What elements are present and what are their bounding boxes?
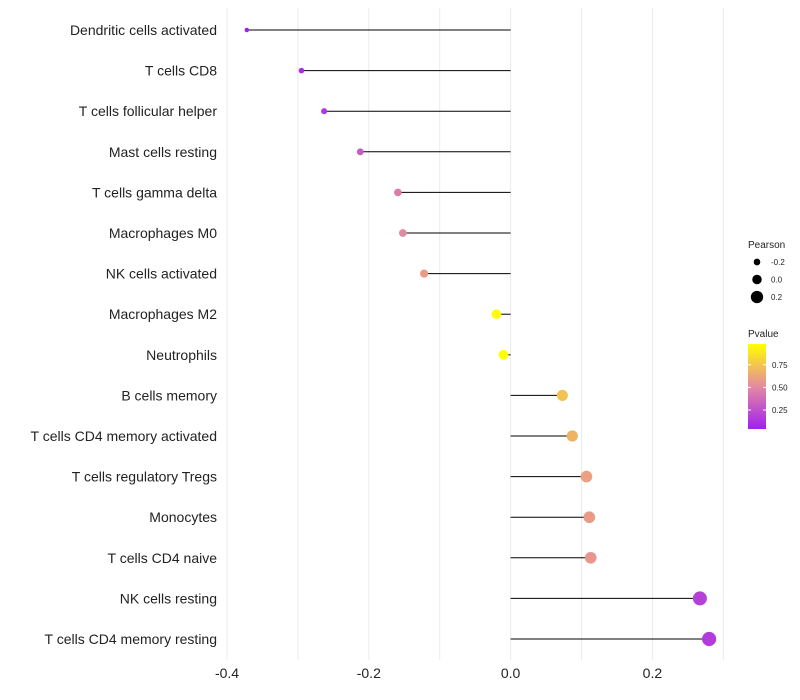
lollipop-point (566, 430, 578, 442)
legend-size-label: -0.2 (771, 258, 785, 267)
lollipop-point (556, 389, 568, 401)
lollipop-point (583, 511, 596, 524)
legend-size-dot (753, 258, 761, 266)
legend-color-bar (748, 344, 766, 429)
lollipop-point (244, 27, 250, 33)
category-label: NK cells activated (106, 266, 217, 282)
lollipop-point (491, 309, 502, 320)
lollipop-point (692, 591, 707, 606)
x-tick-label: -0.2 (357, 665, 381, 681)
legend-color-label: 0.50 (772, 383, 788, 392)
lollipop-point (398, 229, 407, 237)
category-label: Dendritic cells activated (70, 22, 217, 38)
category-label: Mast cells resting (109, 144, 217, 160)
x-axis-ticks: -0.4 -0.2 0.0 0.2 (215, 665, 662, 681)
legend-size-dot (750, 290, 764, 304)
category-label: T cells CD4 naive (108, 550, 218, 566)
lollipop-segments (246, 29, 710, 640)
legend-size-label: 0.0 (771, 276, 783, 285)
lollipop-point (394, 188, 402, 197)
legend-color-label: 0.25 (772, 406, 788, 415)
category-label: Neutrophils (146, 347, 217, 363)
category-label: Monocytes (149, 509, 217, 525)
x-tick-label: 0.0 (501, 665, 521, 681)
legend-color-label: 0.75 (772, 361, 788, 370)
lollipop-point (580, 470, 593, 483)
lollipop-point (702, 631, 717, 647)
lollipop-points (244, 27, 717, 647)
category-label: T cells CD4 memory resting (45, 631, 217, 647)
lollipop-point (298, 67, 305, 74)
category-label: T cells gamma delta (92, 184, 217, 200)
legend-size-label: 0.2 (771, 293, 783, 302)
category-label: T cells regulatory Tregs (72, 469, 217, 485)
lollipop-point (321, 108, 328, 115)
category-labels: Dendritic cells activated T cells CD8 T ce… (31, 22, 218, 647)
legend-color-title: Pvalue (748, 329, 779, 340)
x-tick-label: 0.2 (643, 665, 663, 681)
lollipop-point (584, 551, 597, 564)
legend-size-dot (752, 274, 762, 285)
category-label: Macrophages M0 (109, 225, 217, 241)
category-label: Macrophages M2 (109, 306, 217, 322)
category-label: T cells CD8 (145, 63, 217, 79)
category-label: B cells memory (121, 387, 217, 403)
legend-size-title: Pearson (748, 240, 785, 251)
lollipop-point (498, 349, 509, 360)
x-tick-label: -0.4 (215, 665, 239, 681)
lollipop-point (420, 269, 429, 278)
legend: Pearson -0.2 0.0 0.2 Pvalue 0.25 0.50 0.75 (748, 240, 788, 429)
legend-color-items: 0.25 0.50 0.75 (748, 361, 788, 415)
category-label: T cells follicular helper (79, 103, 218, 119)
category-label: NK cells resting (120, 590, 217, 606)
legend-size-items: -0.2 0.0 0.2 (750, 258, 785, 304)
lollipop-point (356, 148, 364, 156)
grid-lines (226, 8, 724, 660)
category-label: T cells CD4 memory activated (31, 428, 217, 444)
